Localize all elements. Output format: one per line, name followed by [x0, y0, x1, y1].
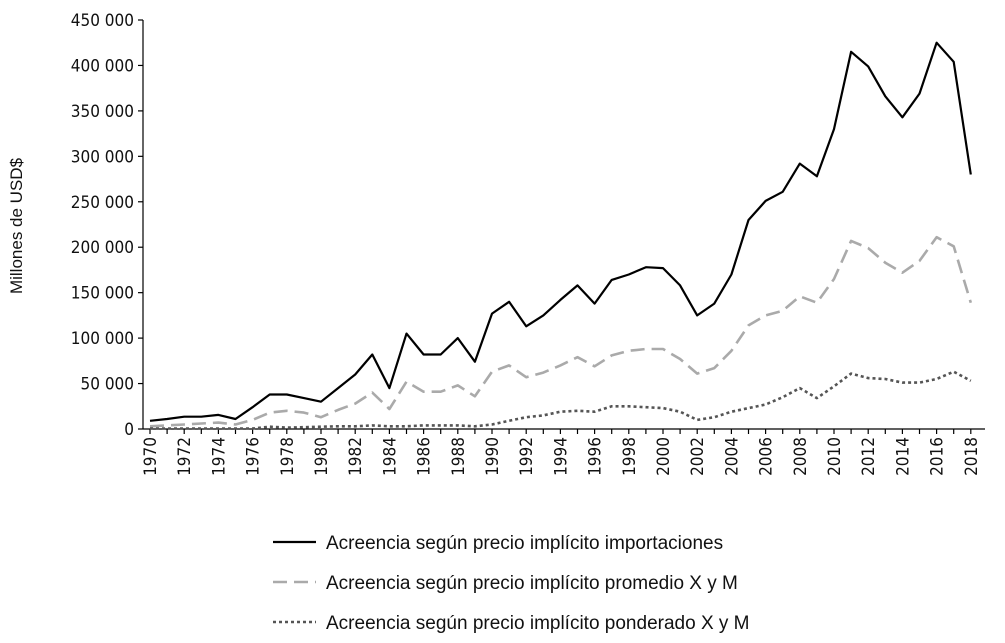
series-line-3 [150, 370, 972, 430]
y-tick-label: 200 000 [71, 238, 134, 258]
x-tick-label: 1984 [380, 437, 400, 476]
x-axis-ticks: 1970 1972 1974 1976 1978 1980 1982 1984 1986 1988… [141, 429, 982, 476]
x-tick-label: 1970 [141, 437, 161, 476]
x-tick-label: 2006 [757, 437, 777, 476]
y-tick-label: 450 000 [71, 11, 134, 31]
y-tick-label: 400 000 [71, 56, 134, 76]
x-tick-label: 2004 [722, 437, 742, 476]
x-tick-label: 2008 [791, 437, 811, 476]
x-tick-label: 1986 [415, 437, 435, 476]
y-tick-label: 100 000 [71, 329, 134, 349]
x-tick-label: 2000 [654, 437, 674, 476]
y-tick-label: 0 [124, 420, 134, 440]
series-line-2 [149, 235, 973, 428]
x-tick-label: 1978 [278, 437, 298, 476]
x-tick-label: 2002 [688, 437, 708, 476]
x-tick-label: 1992 [517, 437, 537, 476]
y-tick-label: 250 000 [71, 193, 134, 213]
y-axis-ticks: 0 50 000 100 000 150 000 200 000 250 000 300 0… [71, 11, 143, 440]
x-tick-label: 1998 [620, 437, 640, 476]
y-tick-label: 150 000 [71, 284, 134, 304]
x-tick-label: 1976 [244, 437, 264, 476]
x-tick-label: 2018 [962, 437, 982, 476]
x-tick-label: 1994 [551, 437, 571, 476]
x-tick-label: 1982 [346, 437, 366, 476]
x-tick-label: 2010 [825, 437, 845, 476]
x-tick-label: 1996 [586, 437, 606, 476]
x-tick-label: 1990 [483, 437, 503, 476]
x-tick-label: 1988 [449, 437, 469, 476]
x-tick-label: 2012 [859, 437, 879, 476]
x-tick-label: 1972 [175, 437, 195, 476]
y-axis-title: Millones de USD$ [7, 157, 26, 294]
y-tick-label: 50 000 [81, 375, 135, 395]
legend-label-1: Acreencia según precio implícito importa… [326, 533, 723, 554]
series-lines [149, 41, 973, 430]
y-tick-label: 350 000 [71, 102, 134, 122]
legend-label-3: Acreencia según precio implícito pondera… [326, 613, 750, 634]
x-tick-label: 2014 [893, 437, 913, 476]
chart-axes [142, 20, 985, 430]
x-tick-label: 1980 [312, 437, 332, 476]
x-tick-label: 2016 [928, 437, 948, 476]
y-tick-label: 300 000 [71, 147, 134, 167]
chart-legend: Acreencia según precio implícito importa… [273, 533, 750, 634]
legend-label-2: Acreencia según precio implícito promedi… [326, 573, 738, 594]
series-line-1 [149, 41, 972, 422]
x-tick-label: 1974 [209, 437, 229, 476]
